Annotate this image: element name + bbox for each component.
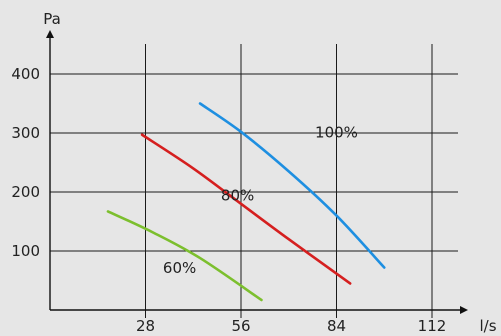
series-line-2 bbox=[106, 210, 263, 302]
x-tick-label: 28 bbox=[136, 317, 155, 335]
x-tick-label: 84 bbox=[327, 317, 346, 335]
y-tick-label: 400 bbox=[11, 65, 40, 83]
x-tick-label: 56 bbox=[231, 317, 250, 335]
series-line-1 bbox=[140, 133, 352, 285]
tick-labels: 100 200 300 400 28 56 84 112 bbox=[11, 65, 446, 335]
axes bbox=[46, 30, 468, 314]
series-label-1: 80% bbox=[221, 186, 254, 204]
series-line-0 bbox=[198, 102, 386, 269]
y-tick-label: 200 bbox=[11, 183, 40, 201]
x-axis-label: l/s bbox=[479, 317, 496, 335]
series-labels: 100% 80% 60% bbox=[163, 124, 358, 277]
series-label-0: 100% bbox=[315, 124, 358, 142]
y-axis-arrow bbox=[46, 30, 54, 38]
y-tick-label: 300 bbox=[11, 124, 40, 142]
grid bbox=[50, 44, 458, 318]
x-axis-arrow bbox=[460, 306, 468, 314]
series bbox=[106, 102, 386, 302]
x-tick-label: 112 bbox=[418, 317, 447, 335]
series-label-2: 60% bbox=[163, 259, 196, 277]
y-tick-label: 100 bbox=[11, 242, 40, 260]
y-axis-label: Pa bbox=[43, 10, 61, 28]
